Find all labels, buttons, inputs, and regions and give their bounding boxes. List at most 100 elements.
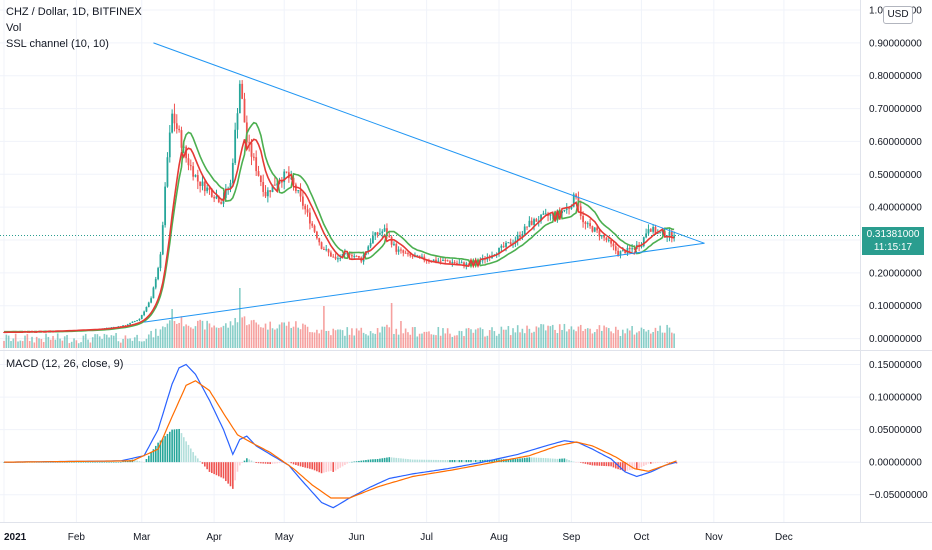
candle-body [414, 256, 416, 258]
volume-bar [355, 328, 358, 348]
volume-bar [80, 342, 82, 348]
volume-bar [276, 328, 278, 348]
volume-bar [260, 327, 262, 348]
volume-bar [199, 319, 201, 348]
candle-body [187, 158, 190, 166]
volume-bar [108, 337, 110, 348]
candle-body [339, 258, 342, 260]
candle-body [327, 249, 330, 253]
candle-body [628, 247, 631, 250]
macd-histogram-bar [591, 462, 594, 466]
candle-body [668, 231, 671, 237]
volume-bar [157, 335, 159, 348]
macd-histogram-bar [530, 457, 533, 463]
candle-body [194, 175, 197, 177]
candle-body [231, 162, 234, 184]
macd-histogram-bar [633, 462, 636, 470]
volume-bar [647, 329, 650, 348]
volume-bar [528, 328, 531, 348]
currency-button[interactable]: USD [883, 6, 913, 24]
lower-trendline[interactable] [144, 242, 705, 323]
volume-bar [262, 327, 264, 348]
macd-histogram-bar [439, 459, 442, 463]
macd-histogram-bar [661, 462, 664, 463]
macd-histogram-bar [157, 442, 159, 463]
symbol-title[interactable]: CHZ / Dollar, 1D, BITFINEX [6, 6, 142, 18]
volume-bar [229, 321, 232, 348]
candle-body [535, 219, 538, 222]
macd-histogram-bar [164, 436, 166, 463]
volume-bar [66, 334, 68, 348]
candle-body [175, 123, 178, 129]
volume-bar [302, 323, 304, 348]
time-axis[interactable]: 2021 Feb Mar Apr May Jun Jul Aug Sep Oct Nov Dec [4, 532, 793, 543]
candle-body [617, 250, 620, 256]
candle-body [409, 253, 412, 256]
ssl-indicator-label[interactable]: SSL channel (10, 10) [6, 38, 109, 50]
macd-histogram-bar [463, 460, 465, 463]
volume-bar [330, 335, 332, 348]
volume-bar [332, 328, 335, 348]
volume-bar [493, 331, 496, 348]
volume-bar [383, 326, 386, 348]
macd-histogram-bar [568, 460, 570, 463]
macd-histogram-bar [119, 462, 122, 463]
volume-bar [535, 326, 538, 348]
volume-bar [327, 330, 330, 348]
macd-histogram-bar [635, 462, 638, 470]
candle-body [507, 242, 510, 244]
candle-body [210, 189, 213, 197]
candle-body [355, 255, 358, 257]
volume-bar [351, 328, 353, 348]
volume-indicator-label[interactable]: Vol [6, 22, 22, 34]
macd-histogram-bar [442, 460, 444, 463]
macd-histogram-bar [551, 458, 554, 463]
macd-histogram-bar [467, 460, 470, 463]
volume-bar [449, 333, 451, 348]
volume-bar [598, 325, 601, 348]
volume-bar [428, 331, 430, 348]
macd-axis[interactable]: 0.15000000 0.10000000 0.05000000 0.00000000… [869, 360, 928, 501]
macd-histogram-bar [521, 458, 524, 463]
candle-body [234, 129, 237, 163]
volume-bar [24, 335, 26, 348]
volume-bar [175, 323, 178, 348]
macd-histogram-bar [229, 462, 232, 487]
volume-bar [519, 332, 521, 348]
volume-bar [150, 330, 152, 348]
volume-bar [409, 334, 412, 348]
candle-body [589, 223, 591, 227]
candle-body [607, 239, 610, 241]
macd-histogram-bar [596, 462, 598, 466]
volume-bar [73, 338, 75, 348]
macd-histogram-bar [395, 457, 398, 463]
candle-body [500, 245, 503, 248]
macd-histogram-bar [477, 460, 479, 463]
volume-bar [612, 333, 615, 348]
volume-bar [605, 327, 608, 348]
macd-histogram-bar [535, 457, 538, 463]
candle-body [404, 252, 407, 254]
macd-indicator-label[interactable]: MACD (12, 26, close, 9) [6, 358, 124, 370]
volume-bar [374, 333, 377, 348]
price-axis[interactable]: 1.000000000.900000000.800000000.70000000… [869, 6, 922, 346]
candle-body [273, 184, 276, 186]
volume-bar [593, 332, 596, 348]
candle-body [596, 227, 598, 231]
candle-body [453, 262, 456, 264]
candle-body [654, 227, 657, 234]
candle-body [593, 227, 596, 232]
upper-trendline[interactable] [153, 42, 705, 244]
candle-body [435, 259, 437, 262]
time-tick-label: Oct [634, 532, 650, 543]
volume-bar [582, 331, 584, 348]
volume-bar [395, 328, 398, 348]
volume-bar [7, 335, 10, 348]
macd-histogram-bar [234, 462, 236, 481]
macd-histogram-bar [638, 462, 640, 469]
price-gridlines [0, 0, 860, 522]
volume-bar [502, 329, 505, 348]
macd-tick-label: 0.05000000 [869, 425, 922, 436]
volume-bar [509, 335, 512, 348]
